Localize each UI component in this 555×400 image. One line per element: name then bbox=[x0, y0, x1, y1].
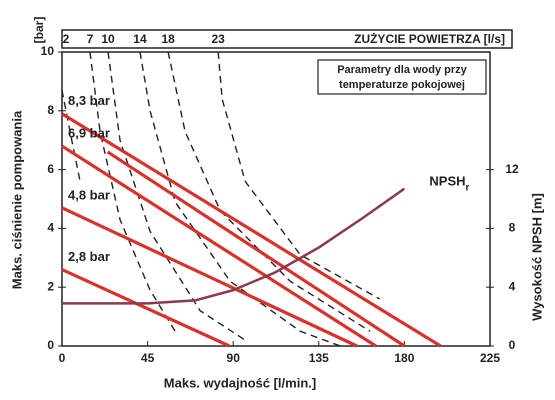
x-tick-label: 180 bbox=[394, 351, 414, 365]
air-curve bbox=[107, 51, 246, 341]
y-tick-label: 8 bbox=[47, 103, 54, 117]
top-axis-frame bbox=[61, 29, 513, 49]
top-axis-tick-label: 7 bbox=[87, 32, 94, 46]
y-tick-label: 10 bbox=[41, 44, 55, 58]
top-axis-tick-label: 18 bbox=[161, 32, 175, 46]
series-line bbox=[61, 144, 377, 348]
y-tick-label: 0 bbox=[47, 338, 54, 352]
top-axis-tick-label: 23 bbox=[211, 32, 225, 46]
series-label-sub: r bbox=[466, 182, 470, 193]
x-tick-label: 135 bbox=[309, 351, 329, 365]
x-tick-label: 90 bbox=[227, 351, 241, 365]
series-label-main: NPSH bbox=[429, 174, 465, 189]
y-tick-label: 2 bbox=[47, 279, 54, 293]
series-line bbox=[106, 150, 406, 348]
y-axis-unit: [bar] bbox=[32, 17, 46, 44]
plot-frame bbox=[61, 51, 491, 347]
y2-tick-label: 12 bbox=[505, 162, 519, 176]
top-axis-label: ZUŻYCIE POWIETRZA [l/s] bbox=[354, 31, 505, 46]
series-line bbox=[61, 268, 231, 348]
annotation: temperaturze pokojowej bbox=[339, 79, 465, 91]
series-label: NPSHr bbox=[429, 174, 469, 193]
series-label: 4,8 bar bbox=[68, 187, 110, 202]
annotation-box bbox=[317, 59, 487, 95]
air-curve bbox=[61, 90, 81, 182]
series-label: 6,9 bar bbox=[68, 126, 110, 141]
series-line bbox=[61, 112, 442, 348]
x-axis-label: Maks. wydajność [l/min.] bbox=[164, 375, 316, 390]
series-line bbox=[61, 206, 358, 348]
series-label: 2,8 bar bbox=[68, 249, 110, 264]
y-tick-label: 6 bbox=[47, 162, 54, 176]
series-label: 8,3 bar bbox=[68, 93, 110, 108]
annotation: Parametry dla wody przy bbox=[337, 64, 467, 76]
series-line bbox=[62, 187, 406, 305]
y2-tick-label: 0 bbox=[509, 338, 516, 352]
y-axis-label: Maks. ciśnienie pompowania bbox=[9, 110, 24, 289]
x-tick-label: 225 bbox=[480, 351, 500, 365]
x-tick-label: 0 bbox=[59, 351, 66, 365]
top-axis-tick-label: 14 bbox=[133, 32, 147, 46]
y2-axis-label: Wysokość NPSH [m] bbox=[529, 193, 544, 321]
y-tick-label: 4 bbox=[47, 221, 54, 235]
air-curve bbox=[89, 51, 176, 332]
y2-tick-label: 4 bbox=[509, 279, 516, 293]
x-tick-label: 45 bbox=[141, 351, 155, 365]
air-curve bbox=[167, 51, 371, 332]
air-curve bbox=[139, 51, 341, 347]
top-axis-tick-label: 2 bbox=[63, 32, 70, 46]
air-curve bbox=[217, 51, 381, 300]
top-axis-tick-label: 10 bbox=[101, 32, 115, 46]
y2-tick-label: 8 bbox=[509, 221, 516, 235]
